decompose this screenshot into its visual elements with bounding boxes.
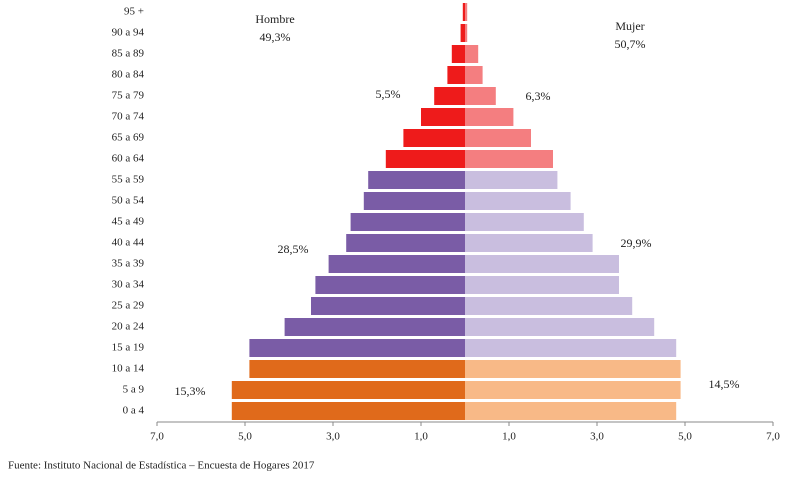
bar bbox=[465, 192, 571, 210]
x-tick-label: 5,0 bbox=[678, 431, 692, 443]
annotation: 14,5% bbox=[709, 377, 740, 391]
age-label: 45 a 49 bbox=[112, 216, 145, 228]
annotation: 49,3% bbox=[260, 30, 291, 44]
age-label: 55 a 59 bbox=[112, 174, 145, 186]
annotation: 29,9% bbox=[621, 236, 652, 250]
annotation: 15,3% bbox=[175, 384, 206, 398]
bar bbox=[465, 108, 514, 126]
x-tick-label: 1,0 bbox=[502, 431, 516, 443]
age-label: 90 a 94 bbox=[112, 27, 145, 39]
x-tick-label: 7,0 bbox=[150, 431, 164, 443]
bar bbox=[385, 150, 465, 168]
x-tick-label: 5,0 bbox=[238, 431, 252, 443]
bar bbox=[249, 360, 465, 378]
bar bbox=[249, 339, 465, 357]
bar bbox=[465, 24, 468, 42]
age-label: 40 a 44 bbox=[112, 237, 145, 249]
bar bbox=[451, 45, 465, 63]
age-label: 95 + bbox=[124, 6, 144, 18]
bar bbox=[434, 87, 465, 105]
age-label: 70 a 74 bbox=[112, 111, 145, 123]
age-label: 0 a 4 bbox=[123, 405, 145, 417]
bar bbox=[465, 318, 655, 336]
bar bbox=[462, 3, 465, 21]
annotation: 5,5% bbox=[376, 87, 401, 101]
source-note: Fuente: Instituto Nacional de Estadístic… bbox=[8, 460, 315, 472]
age-label: 30 a 34 bbox=[112, 279, 145, 291]
bar bbox=[465, 297, 633, 315]
x-tick-label: 1,0 bbox=[414, 431, 428, 443]
bar bbox=[465, 276, 619, 294]
x-tick-label: 7,0 bbox=[766, 431, 780, 443]
x-tick-label: 3,0 bbox=[590, 431, 604, 443]
age-label: 5 a 9 bbox=[123, 384, 145, 396]
bar bbox=[465, 360, 681, 378]
age-label: 75 a 79 bbox=[112, 90, 145, 102]
bar bbox=[465, 129, 531, 147]
bar bbox=[311, 297, 465, 315]
bar bbox=[465, 45, 479, 63]
bar bbox=[465, 3, 468, 21]
bar bbox=[346, 234, 465, 252]
bar bbox=[421, 108, 465, 126]
age-label: 15 a 19 bbox=[112, 342, 145, 354]
bar bbox=[315, 276, 465, 294]
bar bbox=[465, 255, 619, 273]
bar bbox=[465, 66, 483, 84]
bar bbox=[465, 381, 681, 399]
age-label: 85 a 89 bbox=[112, 48, 145, 60]
x-tick-label: 3,0 bbox=[326, 431, 340, 443]
age-label: 35 a 39 bbox=[112, 258, 145, 270]
bar bbox=[284, 318, 465, 336]
annotation: 50,7% bbox=[615, 37, 646, 51]
bar bbox=[465, 171, 558, 189]
age-label: 50 a 54 bbox=[112, 195, 145, 207]
annotation: 6,3% bbox=[526, 89, 551, 103]
annotation: Mujer bbox=[615, 19, 644, 33]
bar bbox=[465, 234, 593, 252]
bar bbox=[465, 150, 553, 168]
bar bbox=[350, 213, 465, 231]
age-label: 10 a 14 bbox=[112, 363, 145, 375]
bar bbox=[465, 402, 677, 420]
age-label: 60 a 64 bbox=[112, 153, 145, 165]
bar bbox=[465, 213, 584, 231]
age-label: 80 a 84 bbox=[112, 69, 145, 81]
bar bbox=[231, 381, 465, 399]
bar bbox=[363, 192, 465, 210]
annotation: Hombre bbox=[255, 12, 294, 26]
bar bbox=[403, 129, 465, 147]
bar bbox=[447, 66, 465, 84]
bar bbox=[328, 255, 465, 273]
age-label: 25 a 29 bbox=[112, 300, 145, 312]
bar bbox=[231, 402, 465, 420]
annotation: 28,5% bbox=[278, 242, 309, 256]
bar bbox=[465, 339, 677, 357]
age-label: 65 a 69 bbox=[112, 132, 145, 144]
bar bbox=[460, 24, 465, 42]
age-label: 20 a 24 bbox=[112, 321, 145, 333]
bar bbox=[465, 87, 496, 105]
bar bbox=[368, 171, 465, 189]
